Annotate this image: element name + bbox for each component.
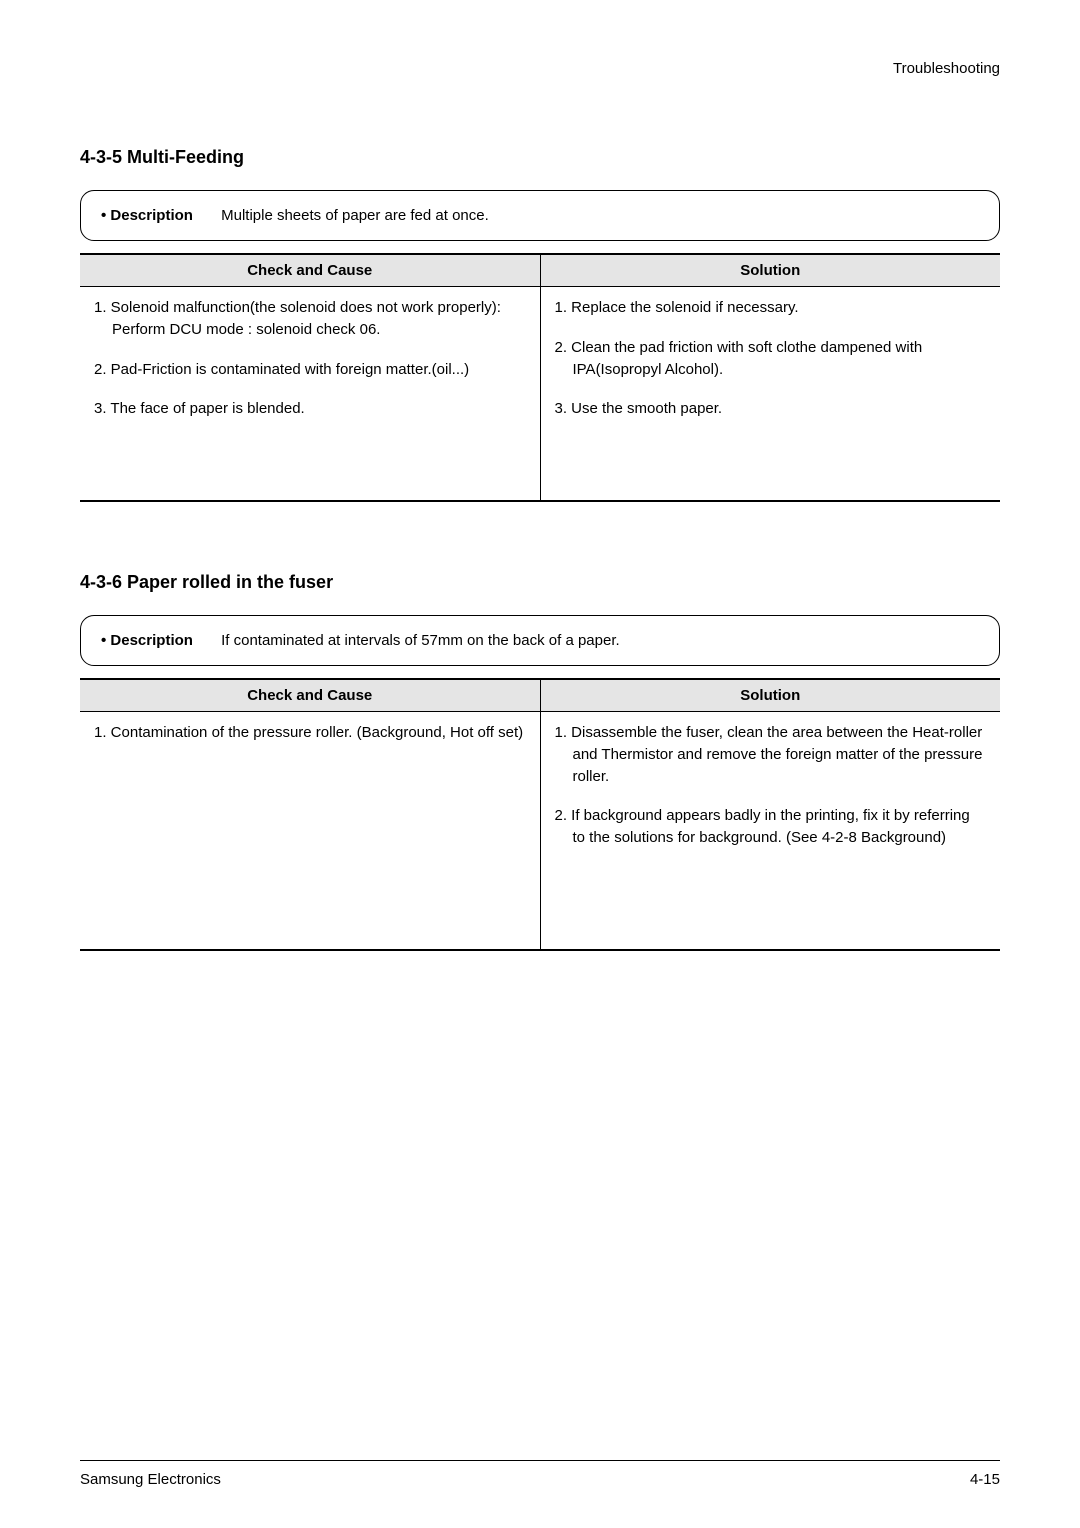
- table-row: 1. Contamination of the pressure roller.…: [94, 722, 526, 744]
- table-row: 2. Pad-Friction is contaminated with for…: [94, 359, 526, 381]
- table-435-head-left: Check and Cause: [80, 254, 540, 287]
- footer-left: Samsung Electronics: [80, 1471, 221, 1488]
- table-row: 1. Replace the solenoid if necessary.: [555, 297, 987, 319]
- table-row: 1. Disassemble the fuser, clean the area…: [555, 722, 987, 787]
- table-row: 2. Clean the pad friction with soft clot…: [555, 337, 987, 381]
- table-row: 3. Use the smooth paper.: [555, 398, 987, 420]
- page-footer: Samsung Electronics 4-15: [80, 1460, 1000, 1488]
- section-title-435: 4-3-5 Multi-Feeding: [80, 147, 1000, 168]
- table-435-cell-right: 1. Replace the solenoid if necessary. 2.…: [540, 287, 1000, 502]
- description-text-436: If contaminated at intervals of 57mm on …: [221, 632, 620, 649]
- description-box-436: • Description If contaminated at interva…: [80, 615, 1000, 666]
- table-row: 2. If background appears badly in the pr…: [555, 805, 987, 849]
- table-436-head-right: Solution: [540, 679, 1000, 712]
- table-435-head-right: Solution: [540, 254, 1000, 287]
- page: Troubleshooting 4-3-5 Multi-Feeding • De…: [0, 0, 1080, 1528]
- table-435-cell-left: 1. Solenoid malfunction(the solenoid doe…: [80, 287, 540, 502]
- description-label-435: • Description: [101, 207, 193, 224]
- table-436-cell-right: 1. Disassemble the fuser, clean the area…: [540, 712, 1000, 950]
- section-title-436: 4-3-6 Paper rolled in the fuser: [80, 572, 1000, 593]
- table-row: 3. The face of paper is blended.: [94, 398, 526, 420]
- table-row: 1. Solenoid malfunction(the solenoid doe…: [94, 297, 526, 341]
- description-box-435: • Description Multiple sheets of paper a…: [80, 190, 1000, 241]
- footer-right: 4-15: [970, 1471, 1000, 1488]
- table-436-cell-left: 1. Contamination of the pressure roller.…: [80, 712, 540, 950]
- table-436-head-left: Check and Cause: [80, 679, 540, 712]
- description-label-436: • Description: [101, 632, 193, 649]
- table-436: Check and Cause Solution 1. Contaminatio…: [80, 678, 1000, 951]
- description-text-435: Multiple sheets of paper are fed at once…: [221, 207, 489, 224]
- page-header: Troubleshooting: [80, 60, 1000, 77]
- table-435: Check and Cause Solution 1. Solenoid mal…: [80, 253, 1000, 502]
